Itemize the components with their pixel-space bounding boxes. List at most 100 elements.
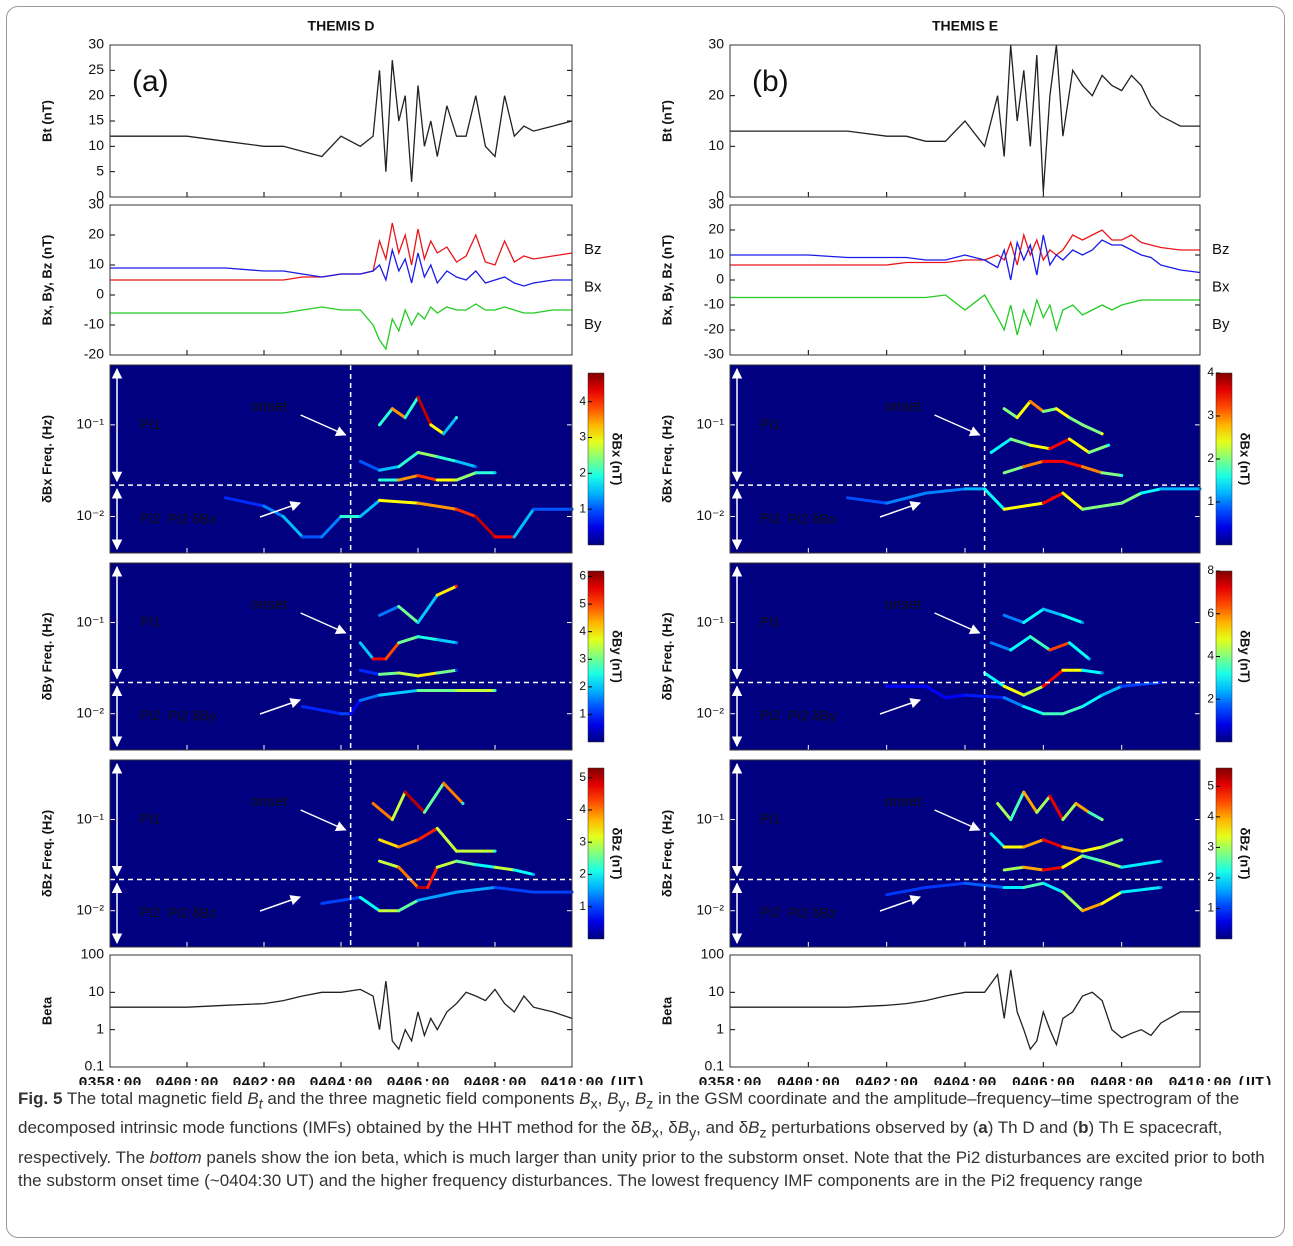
- y-tick-label: 0: [716, 271, 724, 287]
- ridge-segment: [1054, 407, 1071, 420]
- ridge-segment: [989, 641, 1013, 652]
- ridge-label: Pi2 δBx: [788, 511, 836, 527]
- ridge-segment: [397, 474, 420, 482]
- y-tick-label: 10: [88, 137, 104, 153]
- onset-arrow: [934, 809, 981, 831]
- ridge-segment: [1015, 399, 1032, 420]
- data-line: [110, 222, 573, 281]
- ridge-segment: [924, 684, 947, 700]
- legend-label: Bx: [1212, 278, 1230, 295]
- panel-frame: [729, 759, 1201, 948]
- y-tick-label: 0.1: [85, 1058, 105, 1074]
- spectrogram-background: [110, 760, 572, 947]
- ridge-segment: [924, 487, 967, 495]
- ridge-segment: [1061, 705, 1084, 716]
- caption-panel-ref: a: [978, 1118, 988, 1138]
- legend-label: Bx: [584, 278, 602, 295]
- data-line: [110, 303, 572, 351]
- y-tick-label: 30: [88, 196, 104, 212]
- ridge-segment: [1100, 471, 1124, 478]
- x-axis-label: (UT): [609, 1075, 645, 1085]
- ridge-segment: [1028, 635, 1052, 652]
- ridge-segment: [397, 450, 420, 469]
- ridge-label: Pi2 δBz: [168, 905, 216, 921]
- ridge-segment: [358, 641, 375, 661]
- colorbar-tick-label: 5: [579, 596, 586, 610]
- ridge-segment: [358, 668, 381, 676]
- ridge-segment: [378, 465, 401, 472]
- y-axis-label: δBx Freq. (Hz): [39, 415, 54, 503]
- band-label: Pi2: [140, 904, 160, 920]
- colorbar-tick-label: 3: [579, 651, 586, 665]
- column-title: THEMIS E: [932, 18, 998, 34]
- ridge-segment: [416, 635, 439, 642]
- band-label: Pi2: [760, 904, 780, 920]
- ridge-segment: [1041, 407, 1058, 413]
- ridge-segment: [1002, 501, 1045, 511]
- y-tick-label: 10⁻²: [696, 901, 724, 917]
- ridge-segment: [1041, 838, 1065, 849]
- y-tick-label: 0.1: [705, 1058, 725, 1074]
- panel-frame: [109, 759, 573, 948]
- ridge-segment: [1061, 613, 1084, 625]
- ridge-segment: [416, 671, 439, 678]
- spectrogram-background: [730, 563, 1200, 750]
- y-tick-label: 1: [716, 1020, 724, 1036]
- ridge-segment: [1061, 801, 1078, 822]
- caption-emphasis: bottom: [149, 1147, 202, 1167]
- ridge-segment: [371, 801, 394, 822]
- colorbar-tick-label: 3: [579, 834, 586, 848]
- ridge-segment: [1081, 501, 1124, 511]
- colorbar-label: δBx (nT): [1238, 433, 1253, 486]
- ridge-segment: [1100, 684, 1124, 697]
- ridge-segment: [1002, 684, 1026, 697]
- caption-subscript: y: [618, 1096, 626, 1113]
- y-tick-label: 100: [81, 946, 105, 962]
- y-tick-label: 10⁻²: [76, 507, 104, 523]
- ridge-segment: [1100, 838, 1124, 849]
- ridge-segment: [989, 437, 1013, 454]
- colorbar-tick-label: 4: [579, 624, 586, 638]
- ridge-segment: [1074, 801, 1091, 814]
- x-axis-label: (UT): [1237, 1075, 1273, 1085]
- caption-symbol: B: [607, 1089, 619, 1108]
- ridge-segment: [885, 491, 928, 505]
- ridge-segment: [397, 865, 420, 889]
- colorbar-tick-label: 1: [579, 899, 586, 913]
- ridge-segment: [455, 885, 497, 894]
- onset-label: onset: [885, 596, 923, 613]
- ridge-arrow: [259, 698, 301, 715]
- data-line: [730, 234, 1201, 281]
- caption-text: and the three magnetic field components: [262, 1089, 580, 1108]
- ridge-segment: [963, 881, 1006, 889]
- band-label: Pi1: [140, 416, 160, 432]
- x-tick-label: 0410:00: [540, 1075, 603, 1085]
- ridge-segment: [924, 881, 967, 889]
- caption: Fig. 5 The total magnetic field Bt and t…: [18, 1087, 1274, 1192]
- panel-frame: [109, 44, 573, 198]
- ridge-segment: [943, 693, 967, 700]
- ridge-segment: [1041, 881, 1065, 894]
- ridge-segment: [1061, 459, 1084, 469]
- caption-symbol: B: [634, 1089, 647, 1108]
- onset-arrow: [300, 612, 347, 634]
- colorbar: [587, 372, 605, 546]
- colorbar-tick-label: 3: [579, 430, 586, 444]
- ridge-segment: [1041, 865, 1065, 872]
- colorbar-tick-label: 4: [1207, 649, 1214, 663]
- ridge-arrow: [259, 895, 301, 912]
- caption-text: ,: [597, 1089, 608, 1108]
- ridge-segment: [1087, 443, 1111, 454]
- ridge-segment: [358, 498, 381, 519]
- ridge-segment: [416, 826, 439, 842]
- ridge-segment: [320, 515, 343, 539]
- ridge-segment: [378, 688, 420, 697]
- ridge-segment: [397, 898, 420, 913]
- colorbar-tick-label: 3: [1207, 408, 1214, 422]
- ridge-segment: [1002, 865, 1026, 872]
- colorbar-label: δBx (nT): [610, 433, 625, 486]
- caption-symbol: t: [258, 1096, 263, 1113]
- ridge-segment: [474, 515, 497, 539]
